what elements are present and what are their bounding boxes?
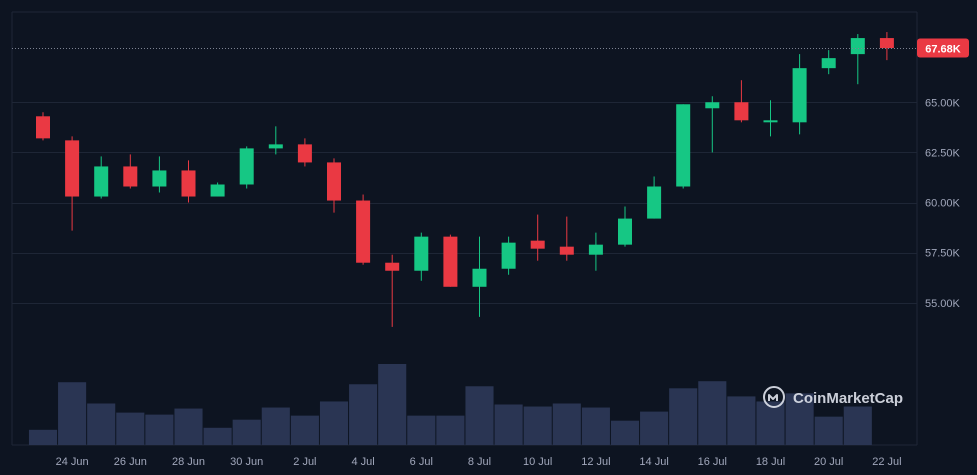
x-tick-label: 4 Jul <box>351 456 374 468</box>
volume-bar <box>378 364 407 445</box>
candle-body <box>181 170 196 197</box>
volume-bar <box>349 384 378 445</box>
candle-body <box>65 140 80 197</box>
candle-body <box>472 268 487 287</box>
volume-bar <box>58 382 87 445</box>
x-tick-label: 24 Jun <box>56 456 89 468</box>
y-tick-label: 65.00K <box>925 97 961 109</box>
volume-bar <box>756 401 785 445</box>
volume-bar <box>407 415 436 445</box>
volume-bar <box>145 414 174 445</box>
candlesticks <box>36 32 894 327</box>
volume-bars <box>28 364 872 445</box>
x-tick-label: 20 Jul <box>814 456 843 468</box>
volume-bar <box>523 406 552 445</box>
coinmarketcap-logo-icon <box>763 386 785 408</box>
volume-bar <box>319 401 349 445</box>
watermark: CoinMarketCap <box>763 386 903 408</box>
y-tick-label: 60.00K <box>925 198 961 210</box>
candle-body <box>297 144 312 163</box>
volume-bar <box>552 403 581 445</box>
candle-body <box>821 58 836 69</box>
volume-bar <box>232 419 261 445</box>
x-tick-label: 26 Jun <box>114 456 147 468</box>
volume-bar <box>785 393 814 445</box>
volume-bar <box>465 386 494 445</box>
candle-body <box>559 246 574 255</box>
candle-body <box>268 144 283 149</box>
x-tick-label: 14 Jul <box>639 456 668 468</box>
candle-body <box>152 170 167 187</box>
volume-bar <box>174 408 203 445</box>
x-axis: 24 Jun 26 Jun 28 Jun 30 Jun 2 Jul 4 Jul 6 Jul 8… <box>56 456 902 468</box>
volume-bar <box>436 415 465 445</box>
volume-bar <box>727 396 756 445</box>
candle-body <box>879 38 894 49</box>
y-tick-label: 62.50K <box>925 147 961 159</box>
x-tick-label: 16 Jul <box>698 456 727 468</box>
volume-bar <box>261 407 290 445</box>
y-axis: 55.00K 57.50K 60.00K 62.50K 65.00K <box>925 97 961 310</box>
candle-body <box>414 236 429 271</box>
volume-bar <box>87 403 116 445</box>
candle-body <box>501 242 516 269</box>
watermark-brand: CoinMarketCap <box>793 390 903 407</box>
x-tick-label: 12 Jul <box>581 456 610 468</box>
candle-body <box>327 162 341 201</box>
volume-bar <box>610 420 640 445</box>
volume-bar <box>814 416 843 445</box>
x-tick-label: 18 Jul <box>756 456 785 468</box>
candle-body <box>734 102 749 121</box>
candle-body <box>530 240 545 249</box>
current-price-tag: 67.68K <box>917 38 969 58</box>
candle-body <box>36 116 50 139</box>
volume-bar <box>698 381 727 445</box>
x-tick-label: 30 Jun <box>230 456 263 468</box>
x-tick-label: 28 Jun <box>172 456 205 468</box>
volume-bar <box>669 388 698 445</box>
candle-body <box>385 262 400 271</box>
x-tick-label: 22 Jul <box>872 456 901 468</box>
volume-bar <box>28 429 58 445</box>
candle-body <box>588 244 603 255</box>
x-tick-label: 6 Jul <box>410 456 433 468</box>
volume-bar <box>640 411 669 445</box>
candle-body <box>763 120 778 123</box>
volume-bar <box>116 412 145 445</box>
candle-body <box>705 102 720 109</box>
y-tick-label: 57.50K <box>925 248 961 260</box>
candle-body <box>850 38 865 55</box>
candle-body <box>443 236 458 287</box>
candle-body <box>792 68 807 123</box>
volume-bar <box>843 406 872 445</box>
x-tick-label: 2 Jul <box>293 456 316 468</box>
volume-bar <box>203 427 232 445</box>
current-price-label: 67.68K <box>925 44 961 56</box>
x-tick-label: 10 Jul <box>523 456 552 468</box>
y-tick-label: 55.00K <box>925 298 961 310</box>
x-tick-label: 8 Jul <box>468 456 491 468</box>
candle-body <box>356 200 371 263</box>
candle-body <box>647 186 662 219</box>
candle-body <box>94 166 109 197</box>
volume-bar <box>290 415 319 445</box>
volume-bar <box>494 404 523 445</box>
candle-body <box>123 166 138 187</box>
candle-body <box>210 184 225 197</box>
volume-bar <box>581 407 610 445</box>
candle-body <box>676 104 691 187</box>
candle-body <box>239 148 254 185</box>
candle-body <box>618 218 632 245</box>
